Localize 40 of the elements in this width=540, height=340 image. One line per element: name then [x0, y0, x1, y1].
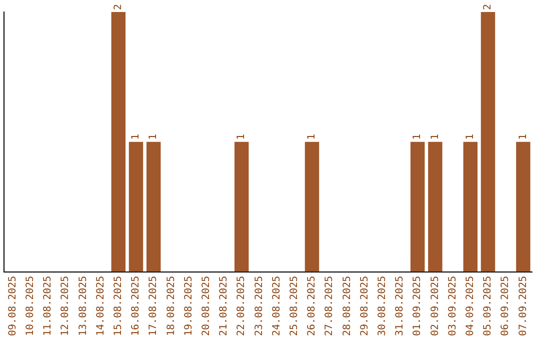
data-label: 1	[430, 134, 441, 140]
x-tick-label: 16.08.2025	[130, 276, 142, 336]
x-tick-label: 19.08.2025	[183, 276, 194, 336]
data-label: 1	[148, 134, 160, 140]
x-tick-label: 23.08.2025	[254, 276, 265, 336]
x-tick-label: 15.08.2025	[112, 276, 124, 336]
x-tick-label: 25.08.2025	[288, 276, 300, 336]
x-tick-label: 14.08.2025	[95, 276, 106, 336]
x-tick-label: 30.08.2025	[376, 276, 388, 336]
x-tick-label: 01.09.2025	[412, 276, 424, 336]
x-tick-label: 13.08.2025	[78, 276, 89, 336]
x-tick-label: 27.08.2025	[324, 276, 336, 336]
x-tick-label: 04.09.2025	[464, 276, 476, 336]
x-tick-label: 21.08.2025	[218, 276, 230, 336]
x-tick-label: 17.08.2025	[148, 276, 160, 336]
x-tick-label: 28.08.2025	[342, 276, 353, 336]
x-tick-label: 06.09.2025	[500, 276, 512, 336]
data-label: 2	[112, 4, 124, 10]
x-tick-label: 10.08.2025	[24, 276, 36, 336]
x-tick-label: 26.08.2025	[306, 276, 318, 336]
data-label: 1	[236, 134, 248, 140]
data-label: 2	[482, 4, 494, 10]
x-tick-label: 02.09.2025	[430, 276, 441, 336]
data-label: 1	[306, 134, 318, 140]
x-tick-label: 18.08.2025	[166, 276, 177, 336]
x-tick-label: 11.08.2025	[42, 276, 54, 336]
x-tick-label: 03.09.2025	[447, 276, 458, 336]
data-label: 1	[464, 134, 476, 140]
data-label: 1	[130, 134, 142, 140]
x-tick-label: 22.08.2025	[236, 276, 248, 336]
data-label: 1	[518, 134, 529, 140]
x-tick-label: 07.09.2025	[518, 276, 529, 336]
x-tick-label: 24.08.2025	[271, 276, 282, 336]
x-tick-label: 09.08.2025	[7, 276, 18, 336]
data-label: 1	[412, 134, 424, 140]
x-tick-label: 12.08.2025	[60, 276, 72, 336]
x-tick-label: 20.08.2025	[200, 276, 212, 336]
x-tick-label: 29.08.2025	[359, 276, 370, 336]
x-tick-label: 05.09.2025	[482, 276, 494, 336]
x-tick-label: 31.08.2025	[394, 276, 406, 336]
